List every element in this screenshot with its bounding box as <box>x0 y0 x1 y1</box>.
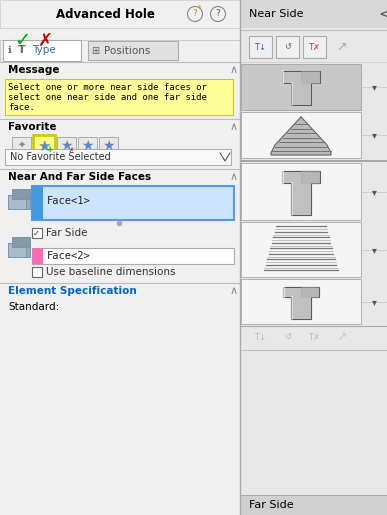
Text: ↺: ↺ <box>284 333 291 341</box>
Text: Face<1>: Face<1> <box>47 196 91 206</box>
Text: Near Side: Near Side <box>249 9 303 19</box>
Bar <box>33 135 55 157</box>
Bar <box>241 64 361 110</box>
Text: *: * <box>198 5 202 11</box>
Bar <box>12 237 30 247</box>
Text: Near And Far Side Faces: Near And Far Side Faces <box>8 172 151 182</box>
Text: face.: face. <box>8 102 35 112</box>
Text: Favorite: Favorite <box>8 122 57 132</box>
Bar <box>0 62 240 78</box>
Bar <box>57 137 76 155</box>
Text: ?: ? <box>193 9 197 19</box>
Text: <: < <box>378 7 387 22</box>
Text: ★: ★ <box>81 139 94 153</box>
Text: ↗: ↗ <box>336 331 346 344</box>
Text: Select one or more near side faces or: Select one or more near side faces or <box>8 82 207 92</box>
Text: No Favorite Selected: No Favorite Selected <box>10 152 111 162</box>
Bar <box>5 79 233 115</box>
Bar <box>32 186 234 220</box>
Polygon shape <box>283 287 319 319</box>
Bar <box>241 495 387 515</box>
Text: ✓: ✓ <box>14 31 30 50</box>
Bar <box>8 195 26 209</box>
Text: ∧: ∧ <box>230 172 238 182</box>
Bar <box>32 248 234 264</box>
Polygon shape <box>301 287 318 297</box>
Text: ✓: ✓ <box>33 229 40 237</box>
Bar <box>0 169 240 185</box>
Text: Message: Message <box>8 65 60 75</box>
Bar <box>241 279 361 324</box>
Bar <box>0 0 240 28</box>
Text: Advanced Hole: Advanced Hole <box>56 8 154 21</box>
Polygon shape <box>271 117 331 155</box>
Bar <box>0 283 240 299</box>
Text: Far Side: Far Side <box>249 500 294 510</box>
Text: Face<2>: Face<2> <box>47 251 91 261</box>
Text: ★: ★ <box>60 139 73 153</box>
Text: T✗: T✗ <box>308 43 320 52</box>
Text: ↺: ↺ <box>284 43 291 52</box>
Text: T✗: T✗ <box>308 333 320 341</box>
Bar <box>276 36 299 58</box>
Text: ∧: ∧ <box>230 65 238 75</box>
Text: ?: ? <box>216 9 220 19</box>
Bar <box>88 41 178 60</box>
Bar <box>99 137 118 155</box>
Text: ▾: ▾ <box>372 297 377 307</box>
Text: ℹ: ℹ <box>8 45 12 55</box>
Text: T↓: T↓ <box>255 43 267 52</box>
Bar <box>32 186 43 220</box>
Text: ★: ★ <box>37 139 51 153</box>
Bar <box>241 222 361 277</box>
Bar <box>241 0 387 28</box>
Text: Use baseline dimensions: Use baseline dimensions <box>46 267 175 277</box>
Bar <box>32 267 42 277</box>
Text: ∧: ∧ <box>230 122 238 132</box>
Text: ★: ★ <box>102 139 115 153</box>
Polygon shape <box>301 171 319 183</box>
Bar <box>303 36 326 58</box>
Bar <box>241 112 361 158</box>
Text: Type: Type <box>32 45 56 55</box>
Bar <box>12 137 31 155</box>
Polygon shape <box>282 171 320 215</box>
Bar <box>8 243 26 257</box>
Bar <box>32 248 43 264</box>
Text: Positions: Positions <box>104 46 151 56</box>
Bar <box>32 228 42 238</box>
Text: select one near side and one far side: select one near side and one far side <box>8 93 207 101</box>
Bar <box>241 163 361 220</box>
Text: ▾: ▾ <box>372 187 377 197</box>
Polygon shape <box>301 71 319 83</box>
Polygon shape <box>282 71 320 105</box>
Bar <box>0 40 240 62</box>
Text: Far Side: Far Side <box>46 228 87 238</box>
Bar <box>3 40 81 61</box>
Text: ↗: ↗ <box>336 41 346 54</box>
Text: ✗: ✗ <box>68 147 74 152</box>
Text: T↓: T↓ <box>255 333 267 341</box>
Bar <box>12 243 30 257</box>
Text: ▾: ▾ <box>372 245 377 255</box>
Text: +: + <box>46 146 52 154</box>
Text: ⊞: ⊞ <box>91 46 99 56</box>
Text: T: T <box>18 45 26 55</box>
Text: ∧: ∧ <box>230 286 238 296</box>
Bar <box>78 137 97 155</box>
Text: Standard:: Standard: <box>8 302 59 312</box>
Text: ✗: ✗ <box>38 32 53 50</box>
Bar <box>241 0 387 515</box>
Bar <box>12 189 30 199</box>
Bar <box>5 149 231 165</box>
Bar <box>12 195 30 209</box>
Text: ✦: ✦ <box>17 141 26 151</box>
Text: ▾: ▾ <box>372 82 377 92</box>
Bar <box>0 119 240 135</box>
Text: Element Specification: Element Specification <box>8 286 137 296</box>
Bar <box>249 36 272 58</box>
Text: ▾: ▾ <box>372 130 377 140</box>
